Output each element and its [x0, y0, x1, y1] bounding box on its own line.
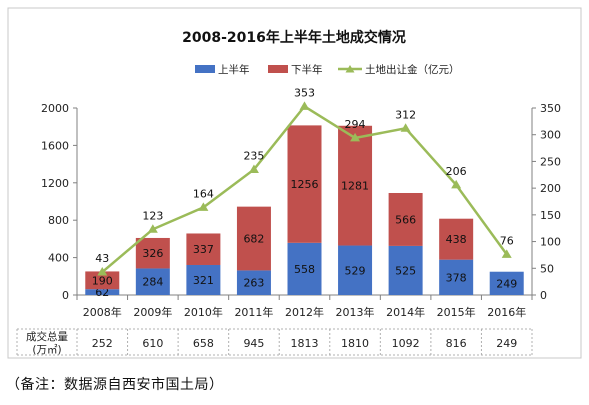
- table-cell: 249: [496, 337, 517, 350]
- x-tick-label: 2011年: [234, 305, 273, 319]
- bar-upper-half: [186, 264, 221, 295]
- bar-lower-half-label: 1281: [341, 180, 369, 193]
- table-cell: 816: [446, 337, 467, 350]
- bar-upper-half: [135, 268, 170, 295]
- line-point-label: 353: [294, 86, 315, 99]
- legend-swatch-upper: [195, 65, 215, 73]
- bar-upper-half-label: 529: [345, 264, 366, 277]
- bar-upper-half: [287, 242, 322, 295]
- bar-upper-half-label: 263: [243, 277, 264, 290]
- y-right-tick-label: 200: [540, 182, 561, 195]
- table-row-label: 成交总量: [26, 330, 68, 343]
- y-left-tick-label: 1600: [41, 139, 69, 152]
- legend-label-line: 土地出让金（亿元）: [365, 63, 460, 76]
- bar-upper-half-label: 62: [95, 286, 109, 299]
- y-left-tick-label: 400: [48, 252, 69, 265]
- bar-upper-half: [388, 245, 423, 295]
- legend-swatch-lower: [268, 65, 288, 73]
- table-cell: 610: [142, 337, 163, 350]
- line-point: [97, 267, 108, 276]
- bar-lower-half-label: 682: [243, 233, 264, 246]
- bar-lower-half-label: 1256: [291, 178, 319, 191]
- line-point: [400, 123, 411, 132]
- bar-upper-half: [439, 259, 474, 295]
- line-point-label: 164: [193, 187, 214, 200]
- y-left-tick-label: 2000: [41, 102, 69, 115]
- x-tick-label: 2016年: [487, 305, 526, 319]
- line-point: [501, 249, 512, 258]
- bar-upper-half-label: 378: [446, 271, 467, 284]
- line-point-label: 312: [395, 108, 416, 121]
- bar-upper-half: [338, 245, 373, 295]
- bar-upper-half-label: 249: [496, 277, 517, 290]
- y-left-tick-label: 800: [48, 214, 69, 227]
- bar-upper-half: [489, 271, 524, 295]
- bar-lower-half: [85, 271, 120, 290]
- y-right-tick-label: 250: [540, 155, 561, 168]
- x-tick-label: 2008年: [83, 305, 122, 319]
- chart-title: 2008-2016年上半年土地成交情况: [182, 29, 406, 46]
- bar-upper-half: [85, 289, 120, 295]
- y-right-tick-label: 0: [540, 289, 547, 302]
- x-tick-label: 2013年: [336, 305, 375, 319]
- line-point: [451, 179, 462, 189]
- line-point-label: 43: [95, 252, 109, 265]
- line-point-label: 235: [243, 149, 264, 162]
- table-cell: 1092: [392, 337, 420, 350]
- bar-lower-half: [287, 125, 322, 243]
- bar-lower-half-label: 190: [92, 274, 113, 287]
- y-right-tick-label: 300: [540, 129, 561, 142]
- table-cell: 945: [243, 337, 264, 350]
- y-right-tick-label: 150: [540, 209, 561, 222]
- bar-upper-half-label: 558: [294, 263, 315, 276]
- legend-marker-line: [345, 65, 355, 73]
- table-cell: 252: [92, 337, 113, 350]
- line-point: [350, 132, 361, 142]
- table-cell: 658: [193, 337, 214, 350]
- line-point-label: 206: [446, 165, 467, 178]
- y-left-tick-label: 1200: [41, 177, 69, 190]
- y-right-tick-label: 350: [540, 102, 561, 115]
- line-point-label: 76: [500, 234, 514, 247]
- bar-lower-half: [135, 237, 170, 269]
- bar-lower-half-label: 337: [193, 243, 214, 256]
- bar-lower-half: [338, 125, 373, 246]
- x-tick-label: 2012年: [285, 305, 324, 319]
- line-point-label: 294: [345, 118, 366, 131]
- bar-upper-half: [236, 270, 271, 295]
- bar-lower-half: [439, 218, 474, 260]
- line-point: [299, 101, 310, 110]
- bar-upper-half-label: 321: [193, 274, 214, 287]
- bar-lower-half-label: 326: [142, 247, 163, 260]
- bar-lower-half: [186, 233, 221, 265]
- x-tick-label: 2010年: [184, 305, 223, 319]
- bar-upper-half-label: 525: [395, 264, 416, 277]
- bar-lower-half: [236, 206, 271, 271]
- legend-label-upper: 上半年: [218, 63, 250, 76]
- bar-lower-half: [388, 192, 423, 246]
- x-tick-label: 2015年: [437, 305, 476, 319]
- table-cell: 1810: [341, 337, 369, 350]
- bar-lower-half-label: 566: [395, 213, 416, 226]
- y-left-tick-label: 0: [62, 289, 69, 302]
- x-tick-label: 2014年: [386, 305, 425, 319]
- x-tick-label: 2009年: [133, 305, 172, 319]
- y-right-tick-label: 100: [540, 236, 561, 249]
- source-note: （备注：数据源自西安市国土局）: [6, 377, 224, 393]
- line-point-label: 123: [142, 209, 163, 222]
- bar-lower-half-label: 438: [446, 233, 467, 246]
- bar-upper-half-label: 284: [142, 276, 163, 289]
- y-right-tick-label: 50: [540, 262, 554, 275]
- line-point: [147, 224, 158, 233]
- legend-label-lower: 下半年: [291, 63, 323, 76]
- line-point: [198, 202, 209, 211]
- line-point: [248, 164, 259, 173]
- table-cell: 1813: [291, 337, 319, 350]
- table-row-label-unit: (万㎡): [32, 344, 61, 356]
